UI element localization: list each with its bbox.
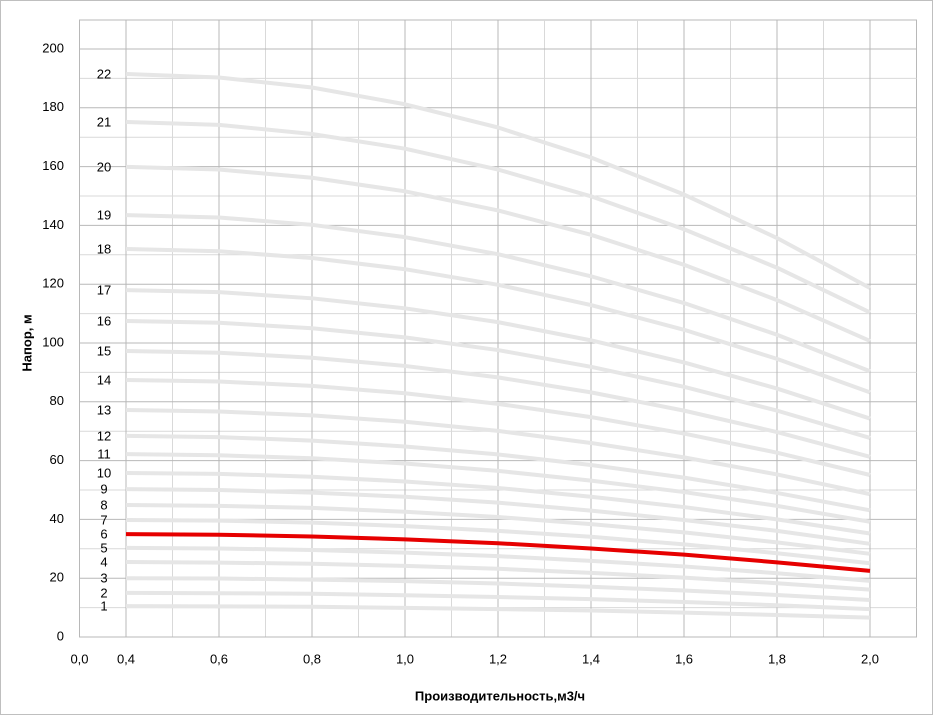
series-line [125, 213, 871, 374]
x-axis-title: Производительность,м3/ч [415, 688, 585, 703]
series-line [125, 470, 871, 536]
series-label: 10 [97, 465, 111, 480]
y-tick-label: 0 [57, 628, 64, 643]
series-label: 14 [97, 372, 111, 387]
series-label: 2 [100, 585, 107, 600]
series-line [125, 408, 871, 497]
series-line [125, 378, 871, 477]
series-line [125, 502, 871, 556]
x-tick-label: 1,4 [582, 651, 600, 666]
y-tick-label: 60 [50, 452, 64, 467]
series-line [125, 348, 871, 459]
series-line [125, 590, 871, 612]
y-tick-label: 100 [42, 334, 64, 349]
series-label: 12 [97, 428, 111, 443]
series-label: 7 [100, 512, 107, 527]
series-label: 11 [97, 447, 111, 462]
x-tick-label: 1,8 [768, 651, 786, 666]
y-axis-title: Напор, м [19, 314, 34, 371]
x-tick-label: 1,2 [489, 651, 507, 666]
series-label: 22 [97, 66, 111, 81]
series-label: 5 [100, 540, 107, 555]
y-tick-label: 120 [42, 276, 64, 291]
y-tick-label: 160 [42, 158, 64, 173]
x-tick-label: 0,0 [70, 651, 88, 666]
series-label: 6 [100, 527, 107, 542]
series-line [125, 246, 871, 395]
series-line [125, 452, 871, 524]
series-line [125, 71, 871, 290]
series-label: 13 [97, 402, 111, 417]
series-label: 4 [100, 554, 107, 569]
y-tick-label: 180 [42, 99, 64, 114]
series-label: 18 [97, 241, 111, 256]
series-line [125, 487, 871, 546]
series-line [125, 318, 871, 440]
series-label: 3 [100, 571, 107, 586]
series-line [125, 119, 871, 315]
series-line [125, 164, 871, 343]
series-label: 19 [97, 208, 111, 223]
series-label: 17 [97, 283, 111, 298]
y-tick-label: 20 [50, 570, 64, 585]
x-tick-label: 1,0 [396, 651, 414, 666]
series-label: 21 [97, 114, 111, 129]
series-line [125, 532, 871, 573]
x-tick-label: 0,6 [210, 651, 228, 666]
series-line [125, 604, 871, 620]
x-tick-label: 1,6 [675, 651, 693, 666]
series-line [125, 545, 871, 583]
series-line [125, 560, 871, 592]
y-tick-label: 140 [42, 217, 64, 232]
series-line [125, 288, 871, 421]
y-tick-label: 80 [50, 393, 64, 408]
x-tick-label: 0,4 [117, 651, 135, 666]
y-tick-label: 200 [42, 40, 64, 55]
series-label: 20 [97, 159, 111, 174]
series-line [125, 576, 871, 602]
series-label: 15 [97, 343, 111, 358]
series-label: 8 [100, 497, 107, 512]
y-tick-label: 40 [50, 511, 64, 526]
series-line [125, 433, 871, 513]
x-tick-label: 2,0 [861, 651, 879, 666]
series-label: 9 [100, 482, 107, 497]
series-line [125, 517, 871, 566]
series-label: 1 [100, 599, 107, 614]
x-tick-label: 0,8 [303, 651, 321, 666]
series-label: 16 [97, 313, 111, 328]
